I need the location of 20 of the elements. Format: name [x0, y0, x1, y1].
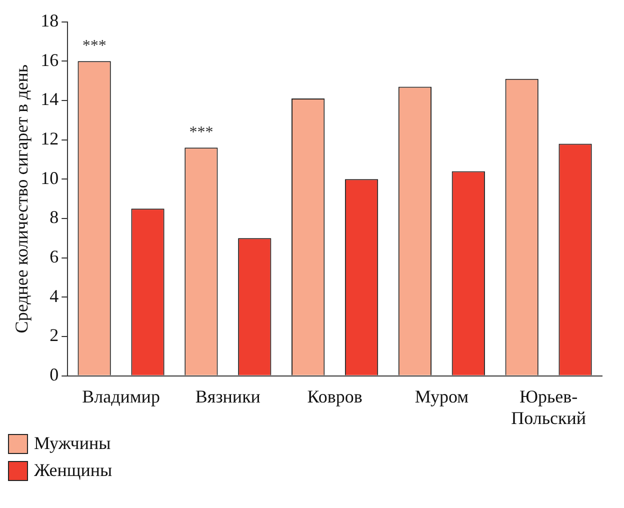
y-tick-label: 10: [40, 168, 59, 188]
y-axis-title: Среднее количество сигарет в день: [12, 64, 32, 334]
legend-label: Мужчины: [34, 433, 111, 454]
annotation: ***: [82, 37, 106, 54]
y-tick-label: 18: [40, 10, 59, 31]
y-tick-label: 8: [50, 207, 59, 228]
y-tick-label: 14: [40, 89, 59, 110]
y-tick-label: 16: [40, 50, 59, 70]
x-tick-label: Владимир: [82, 386, 160, 406]
legend-label: Женщины: [34, 460, 112, 481]
x-tick-label: Юрьев-Польский: [511, 386, 586, 428]
x-tick-label: Ковров: [307, 386, 362, 406]
annotation: ***: [189, 124, 214, 141]
y-tick-label: 2: [50, 325, 59, 346]
y-tick-label: 4: [50, 286, 59, 306]
y-tick-label: 0: [50, 364, 59, 385]
x-tick-label: Муром: [414, 386, 468, 406]
x-tick-label: Вязники: [195, 386, 261, 406]
y-tick-label: 6: [50, 246, 59, 267]
y-tick-label: 12: [40, 128, 59, 149]
